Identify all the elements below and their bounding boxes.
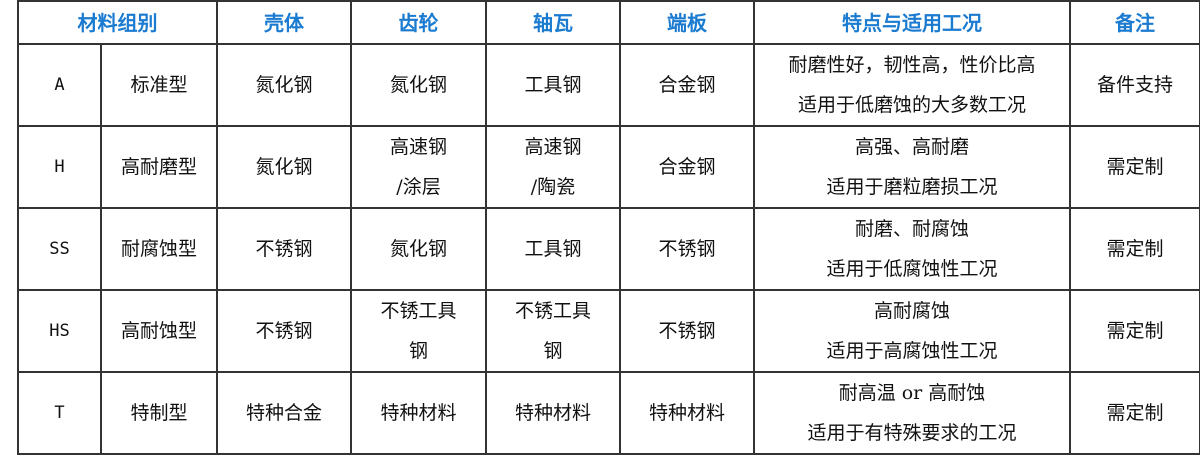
header-shell: 壳体: [216, 0, 352, 45]
cell-line: 特种材料: [514, 402, 591, 424]
header-note: 备注: [1069, 0, 1200, 45]
cell-line: 适用于低腐蚀性工况: [826, 258, 998, 280]
cell-plate: 合金钢: [619, 125, 755, 209]
cell-gear: 特种材料: [350, 371, 487, 455]
cell-line: 氮化钢: [389, 74, 447, 96]
cell-line: 合金钢: [658, 74, 716, 96]
cell-bearing: 不锈工具钢: [485, 289, 621, 373]
table-row: HS 高耐蚀型 不锈钢 不锈工具钢不锈工具钢不锈钢 高耐腐蚀 适用于高腐蚀性工况 需定制: [17, 289, 1200, 373]
cell-line: 氮化钢: [255, 156, 313, 178]
cell-note: 需定制: [1069, 125, 1200, 209]
cell-shell: 不锈钢: [216, 289, 352, 373]
cell-plate: 合金钢: [619, 43, 755, 127]
cell-line: 不锈钢: [658, 320, 716, 342]
cell-features: 高强、高耐磨适用于磨粒磨损工况: [753, 125, 1071, 209]
cell-line: 适用于有特殊要求的工况: [807, 422, 1017, 444]
cell-code: T: [17, 371, 102, 455]
cell-line: 特种材料: [648, 402, 725, 424]
cell-line: 适用于低磨蚀的大多数工况: [797, 94, 1026, 116]
cell-line: 适用于高腐蚀性工况: [826, 340, 998, 362]
cell-code: SS: [17, 207, 102, 291]
cell-gear: 氮化钢: [350, 207, 487, 291]
cell-note: 需定制: [1069, 207, 1200, 291]
cell-note: 需定制: [1069, 371, 1200, 455]
header-gear: 齿轮: [350, 0, 487, 45]
cell-bearing: 特种材料: [485, 371, 621, 455]
cell-line: 不锈工具: [380, 300, 457, 322]
cell-line: 高速钢: [524, 136, 582, 158]
cell-type: 高耐磨型: [100, 125, 218, 209]
cell-line: 不锈工具: [514, 300, 591, 322]
cell-bearing: 工具钢: [485, 43, 621, 127]
cell-shell: 氮化钢: [216, 125, 352, 209]
cell-type: 特制型: [100, 371, 218, 455]
cell-line: 耐高温 or 高耐蚀: [838, 382, 986, 404]
table-row: SS 耐腐蚀型 不锈钢 氮化钢 工具钢 不锈钢 耐磨、耐腐蚀 适用于低腐蚀性工况 需定制: [17, 207, 1200, 291]
cell-line: 不锈钢: [255, 238, 313, 260]
cell-bearing: 高速钢/陶瓷: [485, 125, 621, 209]
cell-type: 耐腐蚀型: [100, 207, 218, 291]
cell-line: 特种材料: [380, 402, 457, 424]
cell-line: 工具钢: [524, 238, 582, 260]
cell-line: 氮化钢: [255, 74, 313, 96]
cell-note: 需定制: [1069, 289, 1200, 373]
cell-features: 耐磨性好，韧性高，性价比高 适用于低磨蚀的大多数工况: [753, 43, 1071, 127]
cell-features: 高耐腐蚀适用于高腐蚀性工况: [753, 289, 1071, 373]
cell-plate: 特种材料: [619, 371, 755, 455]
cell-line: 耐磨性好，韧性高，性价比高: [788, 54, 1036, 76]
cell-shell: 特种合金: [216, 371, 352, 455]
cell-line: 钢: [408, 340, 428, 362]
materials-table: 材料组别 壳体 齿轮 轴瓦 端板 特点与适用工况 备注 A 标准型 氮化钢 氮化钢 工具…: [17, 0, 1200, 455]
cell-code: A: [17, 43, 102, 127]
cell-line: 适用于磨粒磨损工况: [826, 176, 998, 198]
cell-shell: 不锈钢: [216, 207, 352, 291]
cell-line: 特种合金: [245, 402, 322, 424]
table-row: A 标准型 氮化钢 氮化钢 工具钢 合金钢 耐磨性好，韧性高，性价比高 适用于低磨蚀的大多数工…: [17, 43, 1200, 127]
cell-gear: 不锈工具钢: [350, 289, 487, 373]
cell-gear: 氮化钢: [350, 43, 487, 127]
header-material-group: 材料组别: [17, 0, 218, 45]
cell-plate: 不锈钢: [619, 289, 755, 373]
cell-line: /陶瓷: [530, 176, 576, 198]
cell-line: /涂层: [396, 176, 441, 198]
cell-line: 高耐腐蚀: [873, 300, 950, 322]
cell-code: HS: [17, 289, 102, 373]
cell-line: 氮化钢: [389, 238, 447, 260]
cell-type: 标准型: [100, 43, 218, 127]
cell-plate: 不锈钢: [619, 207, 755, 291]
cell-line: 不锈钢: [658, 238, 716, 260]
header-end-plate: 端板: [619, 0, 755, 45]
cell-features: 耐高温 or 高耐蚀适用于有特殊要求的工况: [753, 371, 1071, 455]
cell-line: 合金钢: [658, 156, 716, 178]
cell-shell: 氮化钢: [216, 43, 352, 127]
table-row: H 高耐磨型 氮化钢 高速钢/涂层 高速钢/陶瓷 合金钢 高强、高耐磨 适用于磨粒磨损工况 需定…: [17, 125, 1200, 209]
header-bearing: 轴瓦: [485, 0, 621, 45]
cell-features: 耐磨、耐腐蚀适用于低腐蚀性工况: [753, 207, 1071, 291]
cell-bearing: 工具钢: [485, 207, 621, 291]
cell-line: 钢: [543, 340, 563, 362]
header-features: 特点与适用工况: [753, 0, 1071, 45]
header-row: 材料组别 壳体 齿轮 轴瓦 端板 特点与适用工况 备注: [17, 0, 1200, 45]
cell-line: 耐磨、耐腐蚀: [854, 218, 969, 240]
table-row: T 特制型 特种合金 特种材料 特种材料 特种材料 耐高温 or 高耐蚀适用于有特殊要求的工…: [17, 371, 1200, 455]
cell-type: 高耐蚀型: [100, 289, 218, 373]
cell-gear: 高速钢/涂层: [350, 125, 487, 209]
cell-line: 高强、高耐磨: [854, 136, 969, 158]
cell-line: 不锈钢: [255, 320, 313, 342]
cell-line: 工具钢: [524, 74, 582, 96]
cell-note: 备件支持: [1069, 43, 1200, 127]
cell-code: H: [17, 125, 102, 209]
cell-line: 高速钢: [389, 136, 447, 158]
